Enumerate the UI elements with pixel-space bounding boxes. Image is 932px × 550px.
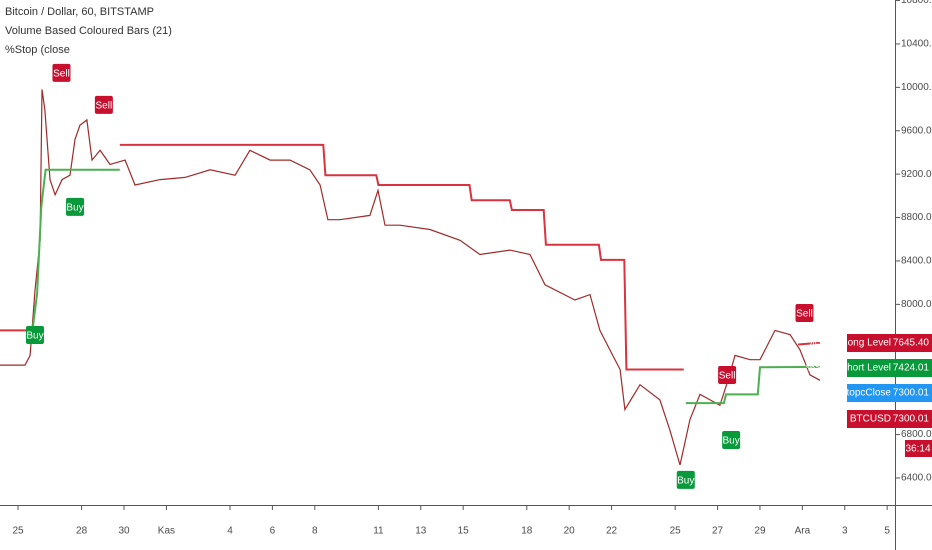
- countdown: 36:14: [905, 444, 930, 455]
- price-label-box: [847, 359, 932, 377]
- y-tick-label: 8000.00: [901, 299, 932, 310]
- signal: Sell: [94, 95, 113, 114]
- x-tick-label: 22: [606, 526, 618, 537]
- signal-label: Buy: [26, 331, 43, 342]
- signal: Buy: [66, 197, 85, 216]
- y-tick-label: 6400.00: [901, 473, 932, 484]
- signal-label: Sell: [96, 101, 113, 112]
- x-tick-label: 13: [415, 526, 427, 537]
- price-label-box: [847, 410, 932, 428]
- x-tick-label: 15: [458, 526, 470, 537]
- x-tick-label: Kas: [158, 526, 175, 537]
- x-tick-label: 4: [227, 526, 233, 537]
- x-tick-label: 29: [754, 526, 766, 537]
- signal-label: Sell: [53, 69, 70, 80]
- price-label-value: 7300.01: [893, 414, 930, 425]
- y-tick-label: 10000.00: [901, 82, 932, 93]
- x-tick-label: 3: [842, 526, 848, 537]
- x-tick-label: 8: [312, 526, 318, 537]
- price-label-value: 7645.40: [893, 338, 930, 349]
- indicator-name: Volume Based Coloured Bars (21): [5, 25, 172, 37]
- y-tick-label: 10400.00: [901, 39, 932, 50]
- signal-marker: [66, 197, 85, 216]
- price-label-name: %StopcLong Level: [808, 338, 891, 349]
- price-label-value: 7424.01: [893, 363, 930, 374]
- signal-label: Buy: [66, 203, 83, 214]
- y-tick-label: 8400.00: [901, 256, 932, 267]
- signal-label: Buy: [723, 436, 740, 447]
- y-tick-label: 10800.00: [901, 0, 932, 6]
- series-line: [29, 168, 821, 405]
- price-label-name: BTCUSD: [850, 414, 891, 425]
- signal-marker: [94, 95, 113, 114]
- signal-marker: [795, 303, 814, 322]
- chart-title: Bitcoin / Dollar, 60, BITSTAMP: [5, 6, 154, 18]
- signal-marker: [676, 470, 695, 489]
- y-tick-label: 8800.00: [901, 212, 932, 223]
- x-tick-label: 25: [670, 526, 682, 537]
- y-tick-label: 6800.00: [901, 429, 932, 440]
- signal: Buy: [676, 470, 695, 489]
- signal-marker: [718, 366, 737, 385]
- signal-marker: [52, 63, 71, 82]
- signal: Sell: [52, 63, 71, 82]
- signal: Sell: [795, 303, 814, 322]
- price-label-box: [847, 384, 932, 402]
- x-tick-label: 5: [884, 526, 890, 537]
- x-tick-label: 6: [270, 526, 276, 537]
- signal: Sell: [718, 366, 737, 385]
- x-tick-label: 25: [12, 526, 24, 537]
- x-tick-label: 20: [564, 526, 576, 537]
- indicator-name: %Stop (close: [5, 44, 70, 56]
- x-tick-label: 30: [118, 526, 130, 537]
- countdown-box: [905, 440, 932, 457]
- y-tick-label: 9200.00: [901, 169, 932, 180]
- price-label-value: 7300.01: [893, 388, 930, 399]
- signal-label: Sell: [796, 309, 813, 320]
- price-label-box: [847, 334, 932, 352]
- x-tick-label: 28: [76, 526, 88, 537]
- price-label-name: %StopcClose: [831, 388, 891, 399]
- x-tick-label: 11: [373, 526, 384, 537]
- signal-label: Buy: [677, 476, 694, 487]
- x-tick-label: 18: [521, 526, 533, 537]
- signal-marker: [722, 431, 741, 450]
- signal-marker: [25, 325, 44, 344]
- signal: Buy: [25, 325, 44, 344]
- x-tick-label: 27: [712, 526, 724, 537]
- signal: Buy: [722, 431, 741, 450]
- signal-label: Sell: [719, 371, 736, 382]
- price-label-name: %StopcShort Level: [806, 363, 891, 374]
- x-tick-label: Ara: [795, 526, 811, 537]
- y-tick-label: 9600.00: [901, 125, 932, 136]
